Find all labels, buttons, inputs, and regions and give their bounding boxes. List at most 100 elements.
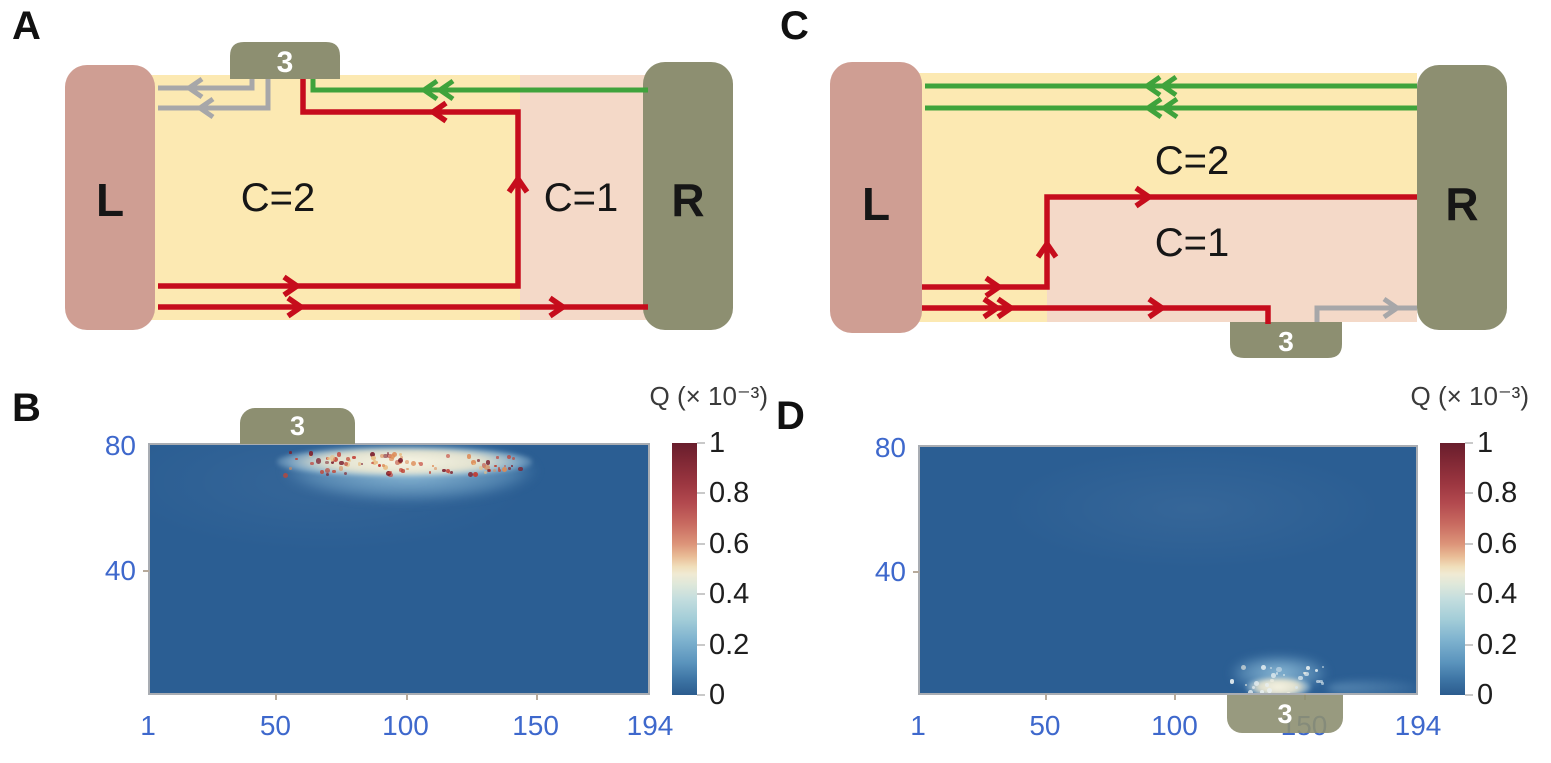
y-tick-mark — [143, 569, 149, 572]
hotspot-speckle — [477, 459, 480, 462]
colorbar-tick-label: 0.8 — [1477, 477, 1518, 510]
contact-right — [643, 62, 733, 330]
hotspot-speckle — [411, 461, 417, 467]
hotspot-speckle — [494, 464, 497, 468]
hotspot-speckle — [1282, 674, 1285, 677]
hotspot-speckle — [392, 451, 398, 457]
colorbar-tick-label: 0.8 — [709, 477, 750, 510]
hotspot-speckle — [418, 461, 421, 464]
region-c1 — [520, 75, 648, 320]
x-tick-label: 194 — [626, 710, 674, 741]
hotspot-speckle — [310, 461, 314, 466]
x-tick-label: 50 — [1029, 710, 1061, 741]
hotspot-speckle — [390, 453, 396, 459]
x-tick-mark — [405, 694, 408, 700]
arrow-left-icon — [1143, 96, 1163, 120]
hotspot-speckle — [295, 457, 298, 461]
hotspot-speckle — [1271, 672, 1276, 678]
x-tick-mark — [1174, 694, 1177, 700]
probe-3-label: 3 — [277, 46, 294, 79]
hotspot-speckle — [429, 471, 432, 474]
hotspot-speckle — [1245, 683, 1248, 687]
colorbar-d — [1440, 443, 1465, 695]
hotspot-speckle — [503, 464, 507, 468]
arrow-left-icon — [428, 100, 448, 124]
panel-label-b: B — [12, 386, 41, 430]
hotspot-speckle — [382, 463, 385, 467]
hotspot-speckle — [387, 453, 392, 459]
hotspot-speckle — [371, 455, 376, 461]
heatmap-plot-B — [148, 443, 650, 695]
arrow-right-icon — [996, 296, 1016, 320]
hotspot-speckle — [1252, 685, 1256, 689]
hotspot-speckle — [496, 456, 499, 459]
hotspot-speckle — [1316, 679, 1320, 684]
hotspot-speckle — [1241, 664, 1247, 671]
y-tick-label: 80 — [874, 432, 906, 464]
hotspot-speckle — [1254, 680, 1260, 686]
hotspot-speckle — [431, 465, 434, 468]
hotspot-tail — [1326, 681, 1416, 693]
colorbar-title-d: Q (× 10⁻³) — [1410, 381, 1529, 411]
hotspot-speckle — [332, 470, 336, 474]
contact-right — [1417, 65, 1507, 330]
hotspot-speckle — [508, 467, 511, 470]
colorbar-tick-mark — [1465, 492, 1473, 495]
arrow-left-icon — [1142, 74, 1162, 98]
hotspot-speckle — [332, 457, 338, 463]
hotspot-speckle — [478, 466, 483, 471]
arrow-left-icon — [195, 96, 215, 120]
hotspot-speckle — [399, 453, 403, 457]
panel-label-d: D — [776, 394, 805, 438]
colorbar-tick-label: 0.2 — [709, 628, 750, 661]
arrow-right-icon — [1382, 296, 1402, 320]
hotspot-speckle — [1260, 690, 1265, 693]
contact-left — [65, 65, 155, 330]
hotspot-speckle — [383, 453, 388, 459]
hotspot-core — [1246, 678, 1312, 693]
hotspot-speckle — [400, 456, 403, 460]
x-tick-label: 1 — [140, 710, 156, 741]
colorbar-tick-mark — [697, 593, 705, 596]
hotspot-speckle — [507, 455, 512, 460]
probe-3 — [1230, 322, 1342, 358]
colorbar-title-b: Q (× 10⁻³) — [649, 381, 768, 411]
probe-3 — [230, 42, 340, 79]
hotspot-speckle — [501, 467, 507, 473]
region-c2-label: C=2 — [1155, 139, 1230, 183]
colorbar-tick-label: 0.2 — [1477, 628, 1518, 661]
colorbar-tick-label: 0.6 — [709, 527, 750, 560]
hotspot-speckle — [471, 460, 476, 465]
hotspot-speckle — [405, 467, 409, 471]
hotspot-speckle — [483, 471, 488, 475]
hotspot-speckle — [382, 465, 388, 471]
hotspot-speckle — [389, 470, 392, 474]
hotspot-speckle — [308, 451, 313, 456]
colorbar-tick-mark — [1465, 643, 1473, 646]
colorbar-tick-mark — [1465, 442, 1473, 444]
hotspot-speckle — [378, 463, 382, 467]
panel-label-c: C — [780, 4, 809, 48]
hotspot-speckle — [352, 455, 357, 460]
arrow-right-icon — [282, 274, 302, 298]
hotspot-speckle — [485, 460, 491, 465]
hotspot-speckle — [1270, 678, 1275, 683]
hotspot-speckle — [347, 458, 352, 463]
colorbar-tick-label: 0.4 — [1477, 578, 1518, 611]
x-tick-mark — [1044, 694, 1047, 700]
colorbar-tick-label: 0 — [1477, 679, 1494, 711]
hotspot-speckle — [315, 458, 322, 464]
hotspot-speckle — [343, 461, 348, 467]
x-tick-label: 194 — [1394, 710, 1442, 741]
hotspot-speckle — [372, 460, 378, 466]
hotspot-speckle — [371, 461, 374, 465]
hotspot-speckle — [466, 454, 471, 459]
colorbar-tick-mark — [1465, 694, 1473, 696]
arrow-right-icon — [1134, 185, 1154, 209]
colorbar-tick-mark — [697, 442, 705, 444]
y-tick-label: 80 — [104, 430, 136, 462]
hotspot-speckle — [1321, 666, 1324, 669]
colorbar-tick-mark — [1465, 542, 1473, 545]
panel-label-a: A — [12, 4, 41, 48]
